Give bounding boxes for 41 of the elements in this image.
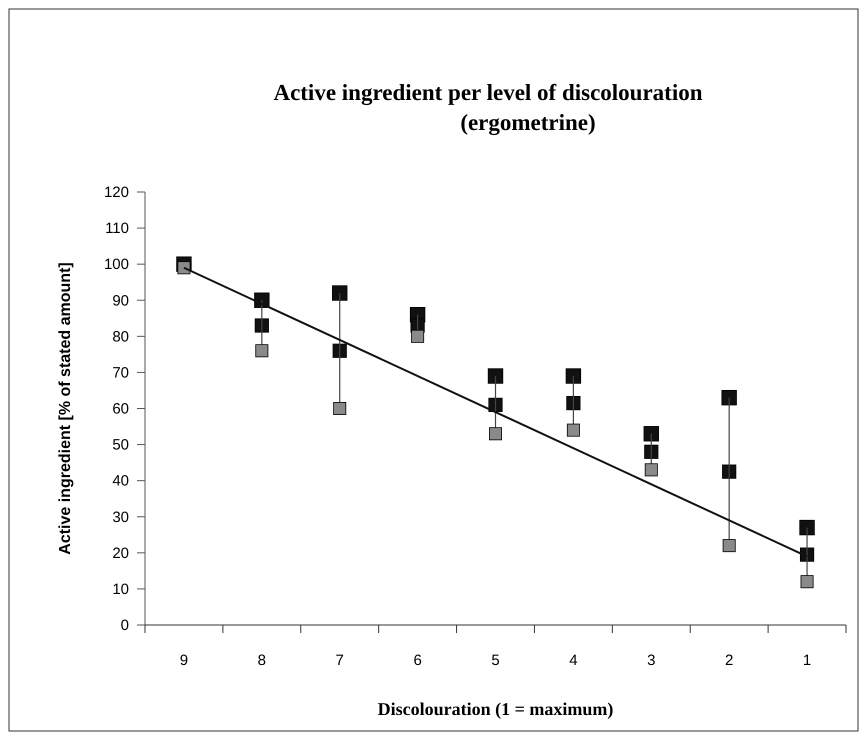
point	[566, 368, 582, 384]
point	[799, 520, 815, 536]
x-tick-label: 1	[802, 652, 812, 669]
point	[333, 402, 346, 415]
point	[255, 344, 268, 358]
point	[566, 424, 580, 437]
y-tick-label: 30	[112, 508, 129, 526]
x-tick-label: 2	[724, 652, 734, 669]
x-tick-label: 4	[569, 652, 578, 669]
x-tick-label: 8	[258, 652, 266, 669]
point	[722, 539, 736, 552]
y-tick-label: 90	[112, 292, 129, 310]
point	[488, 368, 504, 384]
y-tick-label: 100	[104, 256, 129, 274]
x-tick-label: 7	[336, 652, 344, 669]
y-tick-label: 80	[112, 328, 129, 346]
x-tick-label: 6	[413, 652, 422, 669]
point	[800, 575, 814, 588]
y-tick-label: 120	[104, 184, 129, 201]
x-tick-label: 5	[491, 652, 500, 669]
y-tick-label: 0	[120, 617, 129, 634]
y-tick-label: 40	[112, 472, 129, 490]
y-tick-label: 70	[112, 364, 129, 382]
y-tick-label: 20	[112, 544, 129, 562]
y-tick-label: 10	[112, 580, 129, 598]
point	[644, 463, 658, 476]
point	[489, 427, 502, 440]
y-tick-label: 60	[112, 400, 129, 418]
point	[644, 426, 659, 442]
x-axis-title: Discolouration (1 = maximum)	[378, 699, 614, 719]
chart-title: Active ingredient per level of discolouration (ergometrine)	[273, 80, 703, 136]
point	[332, 285, 348, 301]
point	[411, 330, 424, 343]
y-tick-label: 50	[112, 436, 129, 454]
point	[721, 390, 737, 406]
y-tick-label: 110	[105, 220, 129, 238]
point	[177, 261, 190, 274]
point	[566, 396, 580, 410]
x-tick-label: 3	[647, 652, 656, 669]
x-tick-label: 9	[180, 652, 188, 669]
y-axis-title: Active ingredient [% of stated amount]	[57, 262, 74, 555]
